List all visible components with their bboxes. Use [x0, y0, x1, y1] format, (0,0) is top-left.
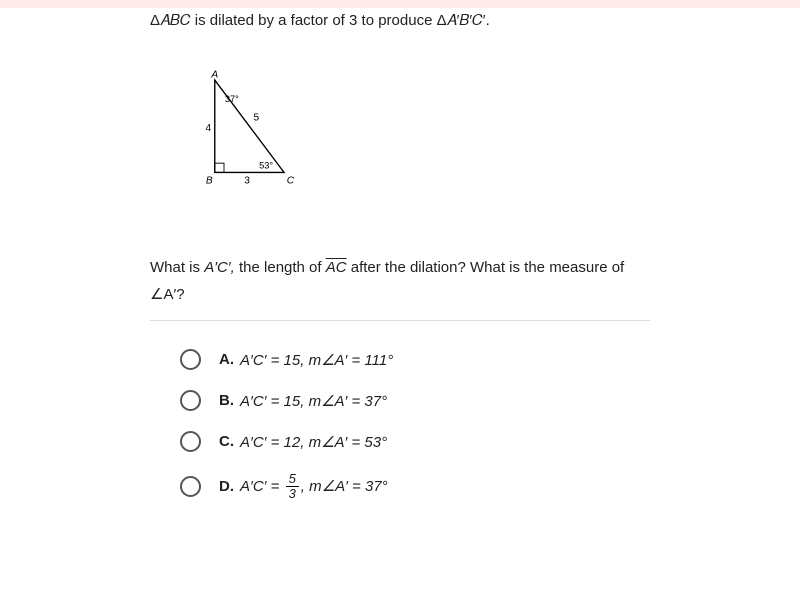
- answer-choices: A. A′C′ = 15, m∠A′ = 111° B. A′C′ = 15, …: [150, 349, 650, 502]
- choice-a-letter: A.: [219, 351, 234, 368]
- choice-d-text: A′C′ = 53, m∠A′ = 37°: [240, 472, 388, 502]
- choice-a[interactable]: A. A′C′ = 15, m∠A′ = 111°: [180, 349, 650, 370]
- triangle-figure: A B C 4 3 5 37° 53°: [200, 69, 650, 194]
- choice-c-letter: C.: [219, 433, 234, 450]
- angle-a-label: 37°: [225, 94, 239, 104]
- radio-icon: [180, 476, 201, 497]
- separator: [150, 320, 650, 321]
- right-angle-mark: [215, 163, 224, 172]
- choice-d-post: , m∠A′ = 37°: [301, 478, 388, 495]
- frac-den: 3: [286, 487, 299, 501]
- question-content: Δ𝐴𝐵𝐶 is dilated by a factor of 3 to prod…: [0, 8, 800, 542]
- vertex-a-label: A: [210, 69, 218, 80]
- choice-c[interactable]: C. A′C′ = 12, m∠A′ = 53°: [180, 431, 650, 452]
- top-accent-bar: [0, 0, 800, 8]
- radio-icon: [180, 390, 201, 411]
- radio-icon: [180, 431, 201, 452]
- choice-b[interactable]: B. A′C′ = 15, m∠A′ = 37°: [180, 390, 650, 411]
- stem-text: Δ𝐴𝐵𝐶 is dilated by a factor of 3 to prod…: [150, 12, 490, 29]
- subq-segment: AC: [326, 259, 347, 276]
- side-ac-label: 5: [253, 113, 259, 124]
- fraction: 53: [286, 472, 299, 502]
- choice-a-text: A′C′ = 15, m∠A′ = 111°: [240, 351, 393, 369]
- side-bc-label: 3: [244, 175, 250, 186]
- question-stem: Δ𝐴𝐵𝐶 is dilated by a factor of 3 to prod…: [150, 12, 650, 29]
- subq-angle: ∠A′?: [150, 286, 185, 303]
- subq-post: after the dilation? What is the measure …: [347, 259, 625, 276]
- side-ab-label: 4: [205, 123, 211, 134]
- choice-d-pre: A′C′ =: [240, 478, 284, 495]
- subq-mid: the length of: [235, 259, 326, 276]
- vertex-c-label: C: [287, 175, 295, 186]
- choice-b-text: A′C′ = 15, m∠A′ = 37°: [240, 392, 387, 410]
- choice-b-letter: B.: [219, 392, 234, 409]
- vertex-b-label: B: [206, 175, 213, 186]
- triangle-svg: A B C 4 3 5 37° 53°: [200, 69, 320, 189]
- choice-d[interactable]: D. A′C′ = 53, m∠A′ = 37°: [180, 472, 650, 502]
- sub-question: What is A′C′, the length of AC after the…: [150, 254, 650, 308]
- choice-d-letter: D.: [219, 478, 234, 495]
- angle-c-label: 53°: [259, 161, 273, 171]
- subq-pre: What is: [150, 259, 204, 276]
- choice-c-text: A′C′ = 12, m∠A′ = 53°: [240, 433, 387, 451]
- frac-num: 5: [286, 472, 299, 487]
- subq-ac: A′C′,: [204, 259, 235, 276]
- radio-icon: [180, 349, 201, 370]
